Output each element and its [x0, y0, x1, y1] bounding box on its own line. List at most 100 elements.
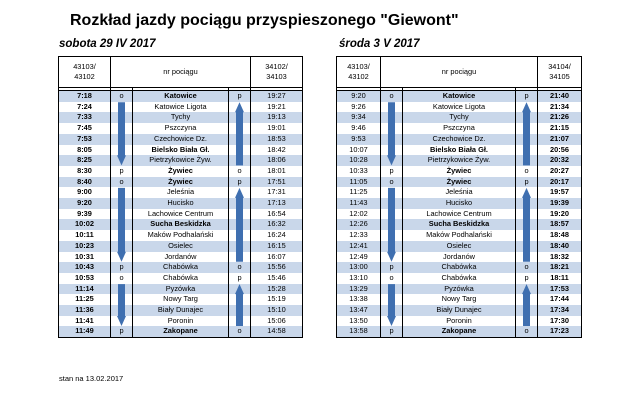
stop-marker-return	[515, 305, 538, 316]
return-time: 15:19	[250, 294, 303, 306]
table-row: 13:00 p Chabówka o 18:21	[336, 262, 582, 273]
station-name: Katowice	[402, 90, 516, 102]
departure-time: 13:50	[336, 315, 381, 327]
stop-marker-return	[515, 101, 538, 113]
station-name: Osielec	[132, 240, 229, 252]
table-row: 11:43 Hucisko 19:39	[336, 198, 582, 209]
stop-marker-return: o	[228, 262, 251, 273]
table-row: 9:39 Lachowice Centrum 16:54	[58, 208, 303, 220]
station-name: Chabówka	[402, 262, 516, 273]
stop-marker-outbound: p	[380, 165, 403, 177]
return-time: 21:26	[537, 112, 582, 124]
train-number-label: nr pociągu	[380, 56, 538, 88]
train-number-return: 34104/34105	[537, 56, 582, 88]
table-row: 10:23 Osielec 16:15	[58, 240, 303, 252]
subtitle-wednesday: środa 3 V 2017	[339, 38, 420, 50]
station-name: Żywiec	[402, 176, 516, 188]
return-time: 17:44	[537, 294, 582, 306]
stop-marker-outbound: p	[110, 262, 133, 273]
station-name: Sucha Beskidzka	[402, 219, 516, 231]
stop-marker-return	[228, 198, 251, 209]
departure-time: 12:26	[336, 219, 381, 231]
stop-marker-return	[228, 305, 251, 316]
departure-time: 9:20	[58, 198, 111, 209]
stop-marker-outbound	[110, 283, 133, 295]
stop-marker-outbound	[380, 144, 403, 156]
train-number-return: 34102/34103	[250, 56, 303, 88]
stop-marker-return	[228, 123, 251, 134]
departure-time: 12:49	[336, 251, 381, 263]
stop-marker-return	[515, 112, 538, 124]
table-row: 7:45 Pszczyna 19:01	[58, 123, 303, 134]
return-time: 20:32	[537, 155, 582, 166]
station-name: Pietrzykowice Żyw.	[402, 155, 516, 166]
return-time: 15:46	[250, 272, 303, 284]
stop-marker-return	[228, 187, 251, 199]
return-time: 17:31	[250, 187, 303, 199]
return-time: 21:07	[537, 133, 582, 145]
station-name: Tychy	[402, 112, 516, 124]
station-name: Katowice Ligota	[132, 101, 229, 113]
departure-time: 9:39	[58, 208, 111, 220]
return-time: 20:27	[537, 165, 582, 177]
departure-time: 9:00	[58, 187, 111, 199]
departure-time: 9:34	[336, 112, 381, 124]
return-time: 20:17	[537, 176, 582, 188]
table-row: 11:36 Biały Dunajec 15:10	[58, 305, 303, 316]
stop-marker-outbound	[110, 112, 133, 124]
stop-marker-return: p	[228, 272, 251, 284]
stop-marker-return: o	[228, 165, 251, 177]
departure-time: 7:53	[58, 133, 111, 145]
table-row: 12:33 Maków Podhalański 18:48	[336, 230, 582, 241]
stop-marker-outbound	[380, 187, 403, 199]
return-time: 17:23	[537, 326, 582, 339]
stop-marker-return	[228, 251, 251, 263]
stop-marker-return	[515, 155, 538, 166]
station-name: Chabówka	[402, 272, 516, 284]
table-row: 10:31 Jordanów 16:07	[58, 251, 303, 263]
return-time: 18:01	[250, 165, 303, 177]
station-name: Jordanów	[402, 251, 516, 263]
departure-time: 8:25	[58, 155, 111, 166]
stop-marker-outbound	[380, 101, 403, 113]
table-row: 13:47 Biały Dunajec 17:34	[336, 305, 582, 316]
timetable-saturday: 43103/43102 nr pociągu 34102/34103 7:18 o Kat…	[58, 56, 303, 339]
table-row: 12:41 Osielec 18:40	[336, 240, 582, 252]
departure-time: 7:24	[58, 101, 111, 113]
return-time: 19:13	[250, 112, 303, 124]
stop-marker-return	[515, 240, 538, 252]
stop-marker-return	[228, 315, 251, 327]
stop-marker-outbound	[110, 251, 133, 263]
stop-marker-outbound: o	[380, 90, 403, 102]
stop-marker-outbound	[380, 208, 403, 220]
stop-marker-return	[515, 123, 538, 134]
station-name: Osielec	[402, 240, 516, 252]
departure-time: 10:07	[336, 144, 381, 156]
departure-time: 10:53	[58, 272, 111, 284]
status-footer: stan na 13.02.2017	[59, 374, 124, 383]
return-time: 15:06	[250, 315, 303, 327]
station-name: Czechowice Dz.	[132, 133, 229, 145]
return-time: 19:21	[250, 101, 303, 113]
return-time: 17:53	[537, 283, 582, 295]
departure-time: 13:29	[336, 283, 381, 295]
table-row: 13:29 Pyzówka 17:53	[336, 283, 582, 295]
return-time: 18:48	[537, 230, 582, 241]
table-row: 11:14 Pyzówka 15:28	[58, 283, 303, 295]
departure-time: 13:47	[336, 305, 381, 316]
table-row: 11:41 Poronin 15:06	[58, 315, 303, 327]
departure-time: 11:05	[336, 176, 381, 188]
station-name: Biały Dunajec	[402, 305, 516, 316]
stop-marker-outbound: o	[380, 176, 403, 188]
stop-marker-return	[228, 133, 251, 145]
header-separator	[58, 87, 303, 91]
table-row: 10:53 o Chabówka p 15:46	[58, 272, 303, 284]
return-time: 19:01	[250, 123, 303, 134]
stop-marker-return	[228, 101, 251, 113]
stop-marker-return	[515, 187, 538, 199]
station-name: Jordanów	[132, 251, 229, 263]
table-row: 11:25 Nowy Targ 15:19	[58, 294, 303, 306]
station-name: Pszczyna	[132, 123, 229, 134]
stop-marker-return	[228, 112, 251, 124]
table-row: 10:28 Pietrzykowice Żyw. 20:32	[336, 155, 582, 166]
